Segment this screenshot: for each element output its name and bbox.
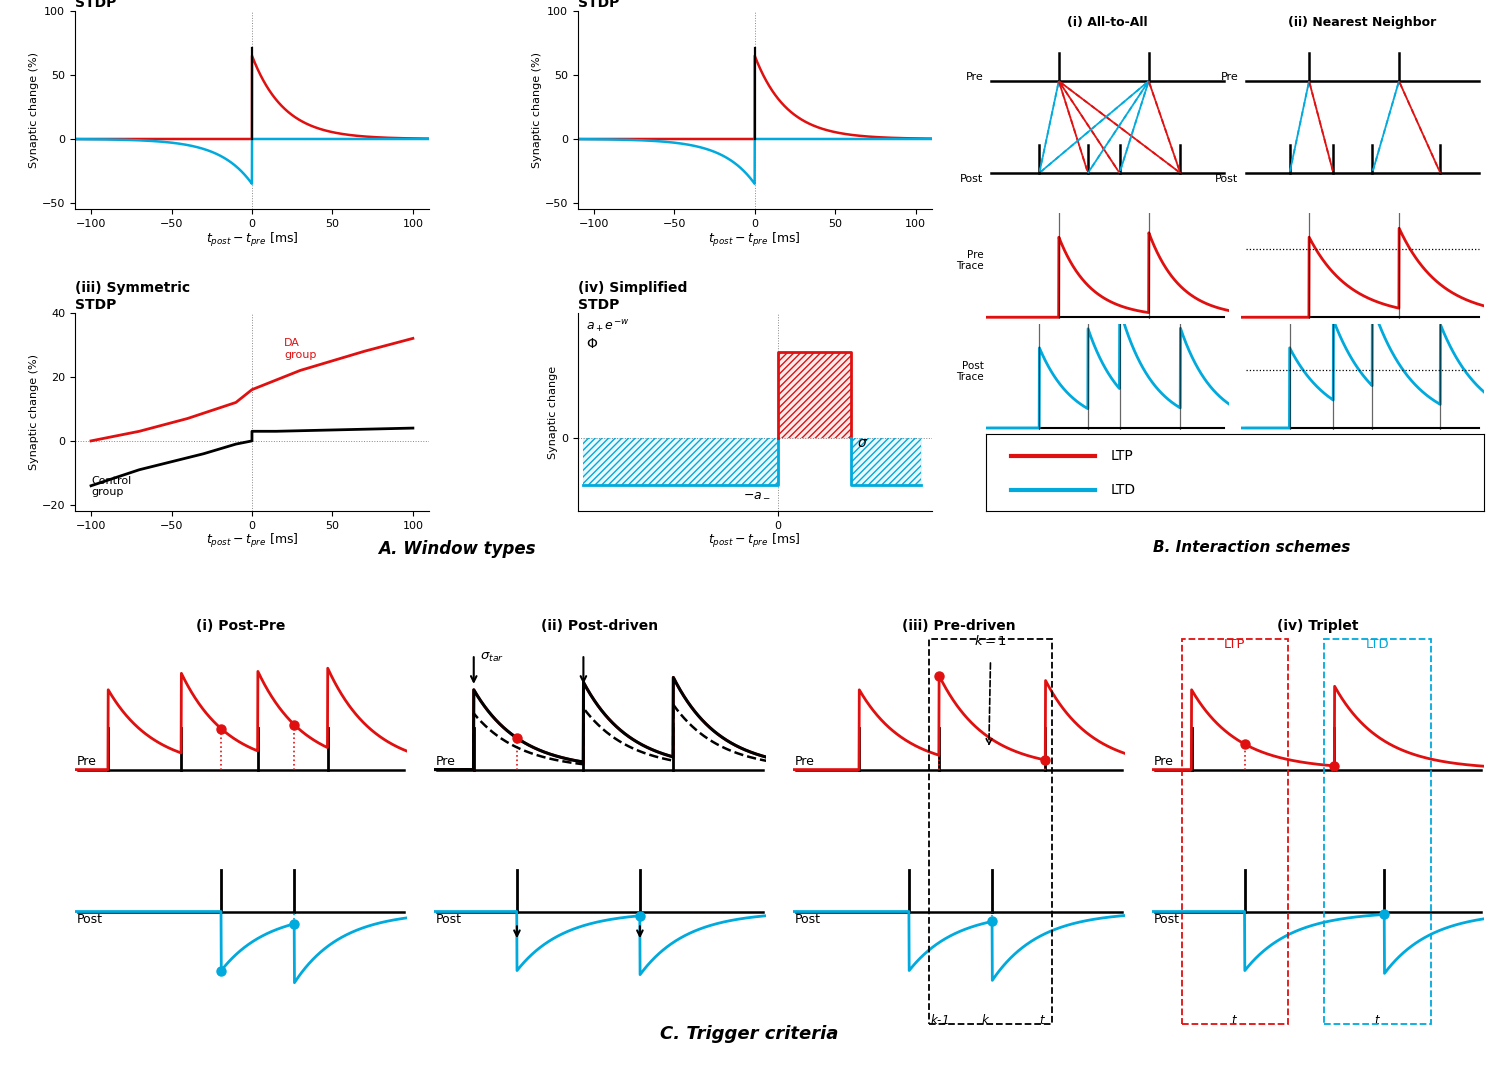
Bar xyxy=(851,438,922,486)
Text: (iii) Symmetric
STDP: (iii) Symmetric STDP xyxy=(75,282,190,311)
Text: Post: Post xyxy=(1216,175,1238,184)
Text: LTP: LTP xyxy=(1225,638,1246,651)
Text: $t$: $t$ xyxy=(1231,1014,1238,1027)
Text: $-a_-$: $-a_-$ xyxy=(744,487,772,500)
Text: Control
group: Control group xyxy=(91,476,132,498)
Text: DA
group: DA group xyxy=(285,338,316,360)
Text: Post: Post xyxy=(76,913,102,926)
Text: C. Trigger criteria: C. Trigger criteria xyxy=(661,1024,838,1043)
Text: LTD: LTD xyxy=(1366,638,1390,651)
Y-axis label: Synaptic change (%): Synaptic change (%) xyxy=(28,354,39,470)
Text: $\Phi$: $\Phi$ xyxy=(586,337,598,351)
Text: $\sigma$: $\sigma$ xyxy=(857,436,868,450)
Text: Pre: Pre xyxy=(794,756,814,769)
Text: (ii) Anti-Hebbian
STDP: (ii) Anti-Hebbian STDP xyxy=(577,0,708,10)
Bar xyxy=(778,352,851,438)
Text: Pre: Pre xyxy=(1153,756,1174,769)
X-axis label: $t_{post} - t_{pre}$ [ms]: $t_{post} - t_{pre}$ [ms] xyxy=(709,231,800,248)
X-axis label: $t_{post} - t_{pre}$ [ms]: $t_{post} - t_{pre}$ [ms] xyxy=(205,231,298,248)
Text: $\sigma_{tar}$: $\sigma_{tar}$ xyxy=(480,651,504,664)
Text: Pre
Trace: Pre Trace xyxy=(956,249,983,271)
Text: (iv) Simplified
STDP: (iv) Simplified STDP xyxy=(577,282,687,311)
Title: (ii) Post-driven: (ii) Post-driven xyxy=(541,619,658,633)
Text: (i) Standard
STDP: (i) Standard STDP xyxy=(75,0,169,10)
Text: Pre: Pre xyxy=(436,756,456,769)
Text: $k = 1$: $k = 1$ xyxy=(974,634,1007,648)
Text: (ii) Nearest Neighbor: (ii) Nearest Neighbor xyxy=(1289,16,1436,29)
Bar xyxy=(583,438,778,486)
Text: Post
Trace: Post Trace xyxy=(956,361,983,383)
Text: $a_+e^{-w}$: $a_+e^{-w}$ xyxy=(586,319,630,335)
Text: LTP: LTP xyxy=(1111,449,1133,463)
Title: (iii) Pre-driven: (iii) Pre-driven xyxy=(902,619,1016,633)
Text: B. Interaction schemes: B. Interaction schemes xyxy=(1153,540,1351,555)
X-axis label: $t_{post} - t_{pre}$ [ms]: $t_{post} - t_{pre}$ [ms] xyxy=(205,532,298,551)
Text: Post: Post xyxy=(436,913,462,926)
Text: Pre: Pre xyxy=(76,756,96,769)
Text: A. Window types: A. Window types xyxy=(378,540,537,558)
Text: (i) All-to-All: (i) All-to-All xyxy=(1067,16,1148,29)
Title: (i) Post-Pre: (i) Post-Pre xyxy=(196,619,286,633)
Text: $t$: $t$ xyxy=(1039,1014,1045,1027)
Y-axis label: Synaptic change (%): Synaptic change (%) xyxy=(532,52,541,168)
Text: $k$: $k$ xyxy=(980,1012,991,1027)
Title: (iv) Triplet: (iv) Triplet xyxy=(1277,619,1358,633)
Y-axis label: Synaptic change: Synaptic change xyxy=(549,365,558,459)
Text: $k$-1: $k$-1 xyxy=(929,1012,949,1027)
Text: $t$: $t$ xyxy=(1375,1014,1381,1027)
Text: Pre: Pre xyxy=(965,72,983,81)
Text: Pre: Pre xyxy=(1220,72,1238,81)
Text: LTD: LTD xyxy=(1111,482,1136,496)
Text: Post: Post xyxy=(794,913,820,926)
Text: Post: Post xyxy=(1153,913,1180,926)
Text: Post: Post xyxy=(961,175,983,184)
Y-axis label: Synaptic change (%): Synaptic change (%) xyxy=(28,52,39,168)
X-axis label: $t_{post} - t_{pre}$ [ms]: $t_{post} - t_{pre}$ [ms] xyxy=(709,532,800,551)
